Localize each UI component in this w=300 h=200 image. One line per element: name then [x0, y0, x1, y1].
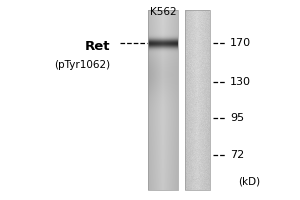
Text: 95: 95 [230, 113, 244, 123]
Text: 170: 170 [230, 38, 251, 48]
Text: K562: K562 [150, 7, 176, 17]
Bar [148, 10, 178, 190]
Bar [185, 10, 210, 190]
Text: (kD): (kD) [238, 177, 260, 187]
Text: 130: 130 [230, 77, 251, 87]
Text: Ret: Ret [85, 40, 110, 53]
Text: (pTyr1062): (pTyr1062) [54, 60, 110, 70]
Text: 72: 72 [230, 150, 244, 160]
